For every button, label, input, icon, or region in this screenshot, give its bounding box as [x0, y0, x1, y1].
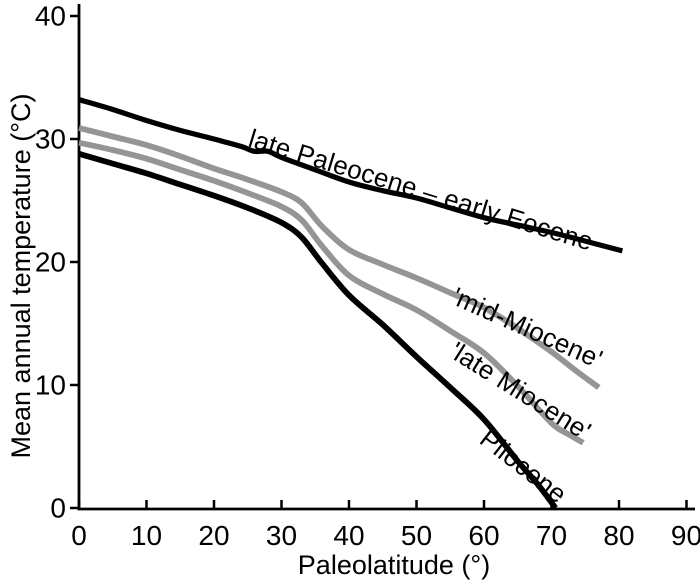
curve-3 — [78, 151, 558, 510]
x-tick-label: 0 — [71, 520, 87, 551]
x-tick-label: 80 — [603, 520, 634, 551]
y-tick-label: 20 — [35, 247, 66, 278]
x-tick-label: 30 — [266, 520, 297, 551]
x-tick-label: 40 — [333, 520, 364, 551]
x-tick-label: 20 — [198, 520, 229, 551]
y-tick-label: 40 — [35, 1, 66, 32]
x-tick-label: 10 — [131, 520, 162, 551]
curve-1 — [78, 125, 601, 390]
y-tick-label: 30 — [35, 124, 66, 155]
x-tick-label: 70 — [536, 520, 567, 551]
curve-label-3: Pliocene — [474, 423, 572, 509]
axes: 0 10 20 30 40 50 60 70 80 90 0 10 20 30 40 — [35, 1, 700, 552]
x-tick-label: 60 — [468, 520, 499, 551]
x-tick-label: 50 — [401, 520, 432, 551]
y-tick-label: 10 — [35, 370, 66, 401]
x-axis-label: Paleolatitude (°) — [298, 550, 490, 580]
series-curves — [78, 97, 624, 510]
y-tick-label: 0 — [50, 493, 66, 524]
curve-2 — [78, 139, 585, 446]
curve-0 — [78, 97, 624, 254]
y-axis-label: Mean annual temperature (°C) — [6, 94, 36, 459]
x-tick-label: 90 — [671, 520, 700, 551]
